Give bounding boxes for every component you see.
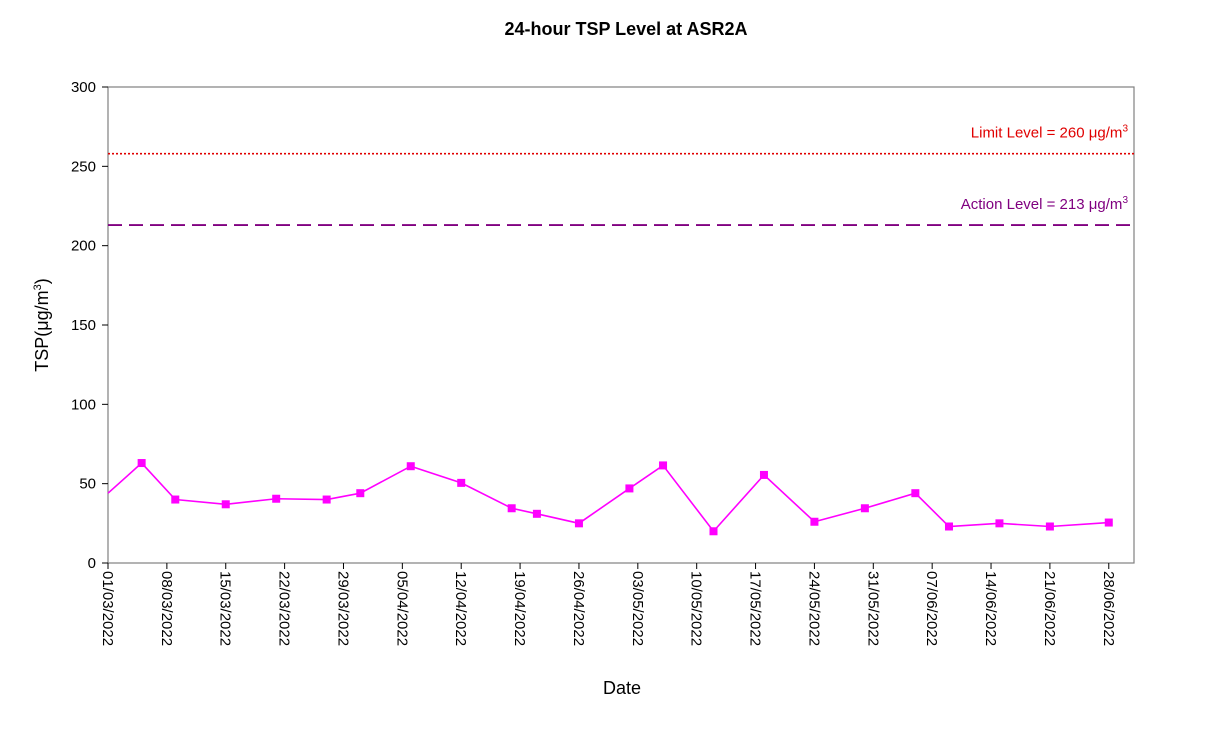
x-axis: 01/03/2022 08/03/2022 15/03/2022 22/03/2022… (99, 563, 1117, 646)
data-point (759, 470, 768, 479)
action-level-label: Action Level = 213 μg/m3 (961, 195, 1129, 213)
y-tick-label: 50 (79, 476, 96, 493)
data-point (709, 527, 718, 536)
y-axis-label-sup: 3 (32, 284, 44, 290)
y-tick-label: 250 (71, 158, 96, 175)
data-point (507, 504, 516, 513)
data-point (272, 494, 281, 503)
x-tick-label: 17/05/2022 (747, 571, 764, 646)
data-point (322, 495, 331, 504)
x-tick-label: 31/05/2022 (864, 571, 881, 646)
x-tick-label: 24/05/2022 (805, 571, 822, 646)
y-axis-label-mu: μ (32, 320, 52, 330)
y-axis-label-close: ) (32, 278, 52, 284)
data-point (625, 484, 634, 493)
x-tick-label: 01/03/2022 (99, 571, 116, 646)
reference-lines: Limit Level = 260 μg/m3 Action Level = 21… (108, 124, 1134, 226)
data-point (137, 459, 146, 468)
y-axis: 0 50 100 150 200 250 300 (71, 79, 108, 572)
data-point (574, 519, 583, 528)
plot-frame (107, 86, 1135, 564)
data-point (860, 504, 869, 513)
x-tick-label: 21/06/2022 (1041, 571, 1058, 646)
y-axis-label: TSP(μg/m3) (32, 278, 52, 372)
x-tick-label: 08/03/2022 (158, 571, 175, 646)
x-tick-label: 19/04/2022 (511, 571, 528, 646)
data-point (356, 489, 365, 498)
limit-level-label: Limit Level = 260 μg/m3 (971, 124, 1129, 142)
x-tick-label: 03/05/2022 (629, 571, 646, 646)
x-tick-label: 28/06/2022 (1100, 571, 1117, 646)
data-point (1104, 518, 1113, 527)
data-point (221, 500, 230, 509)
y-axis-label-main: TSP( (32, 331, 52, 372)
y-tick-label: 200 (71, 238, 96, 255)
y-axis-label-unit: g/m (32, 290, 52, 320)
x-tick-label: 10/05/2022 (688, 571, 705, 646)
data-point (171, 495, 180, 504)
x-tick-label: 14/06/2022 (982, 571, 999, 646)
y-tick-label: 0 (88, 555, 96, 572)
y-tick-label: 300 (71, 79, 96, 96)
y-tick-label: 100 (71, 396, 96, 413)
x-tick-label: 07/06/2022 (923, 571, 940, 646)
data-point (810, 517, 819, 526)
chart-title: 24-hour TSP Level at ASR2A (504, 19, 747, 39)
data-point (995, 519, 1004, 528)
x-tick-label: 05/04/2022 (393, 571, 410, 646)
data-point (1045, 522, 1054, 531)
data-point (406, 462, 415, 471)
x-tick-label: 29/03/2022 (334, 571, 351, 646)
data-point (944, 522, 953, 531)
data-series (107, 459, 1113, 536)
x-tick-label: 22/03/2022 (276, 571, 293, 646)
plot-area (107, 86, 1135, 564)
data-point (532, 509, 541, 518)
y-tick-label: 150 (71, 317, 96, 334)
data-point (659, 461, 668, 470)
x-tick-label: 12/04/2022 (452, 571, 469, 646)
x-axis-label: Date (603, 678, 641, 698)
data-point (911, 489, 920, 498)
series-line (107, 461, 1109, 533)
data-point (457, 478, 466, 487)
x-tick-label: 26/04/2022 (570, 571, 587, 646)
x-tick-label: 15/03/2022 (217, 571, 234, 646)
